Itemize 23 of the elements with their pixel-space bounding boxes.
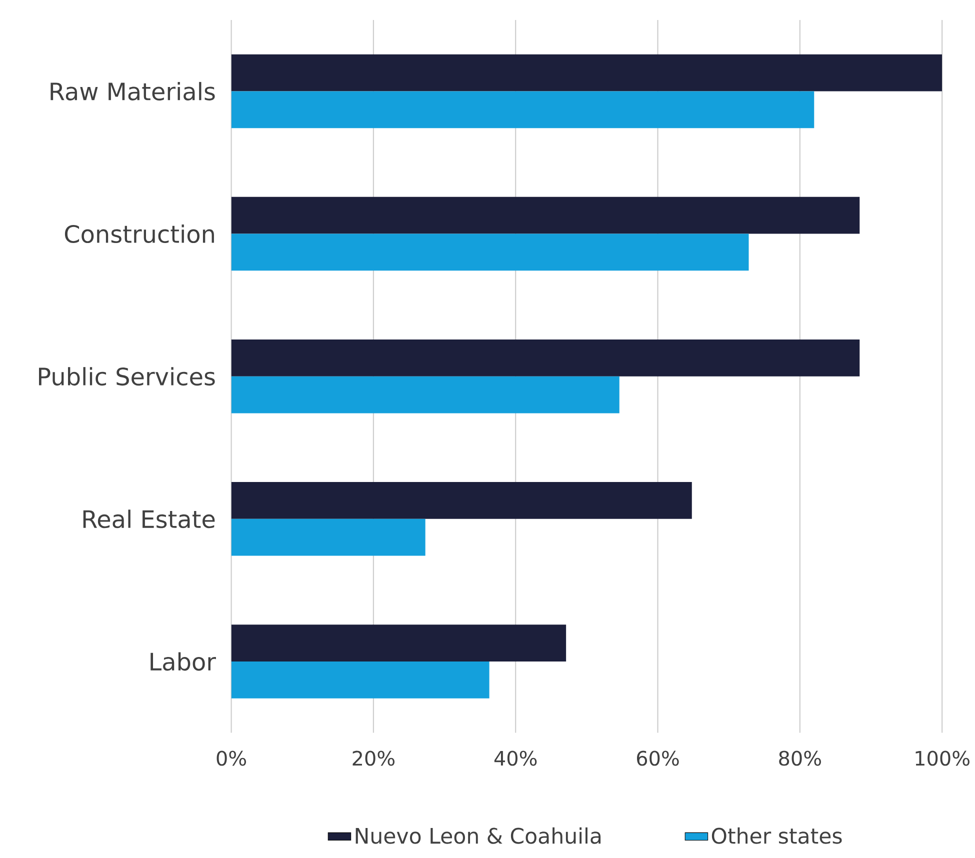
x-tick-label: 100% <box>916 750 970 766</box>
x-tick-label: 0% <box>216 750 246 766</box>
bar <box>231 661 490 698</box>
legend-label: Other states <box>712 827 842 844</box>
legend-label: Nuevo Leon & Coahuila <box>356 827 601 844</box>
y-tick-label: Raw Materials <box>50 82 215 100</box>
x-tick-label: 40% <box>494 750 537 766</box>
bar <box>231 196 860 234</box>
bar <box>231 234 749 271</box>
bar <box>231 482 692 519</box>
y-tick-label: Labor <box>150 652 216 671</box>
bar <box>231 339 860 376</box>
bar <box>231 518 426 556</box>
y-tick-label: Public Services <box>39 366 215 386</box>
bar <box>231 376 620 414</box>
bar <box>231 624 566 662</box>
bar <box>231 91 814 128</box>
x-tick-label: 20% <box>352 750 394 766</box>
y-tick-label: Construction <box>64 224 214 243</box>
x-tick-label: 80% <box>779 750 821 766</box>
y-tick-label: Real Estate <box>83 509 215 528</box>
x-tick-label: 60% <box>637 750 679 766</box>
bar <box>231 54 942 92</box>
